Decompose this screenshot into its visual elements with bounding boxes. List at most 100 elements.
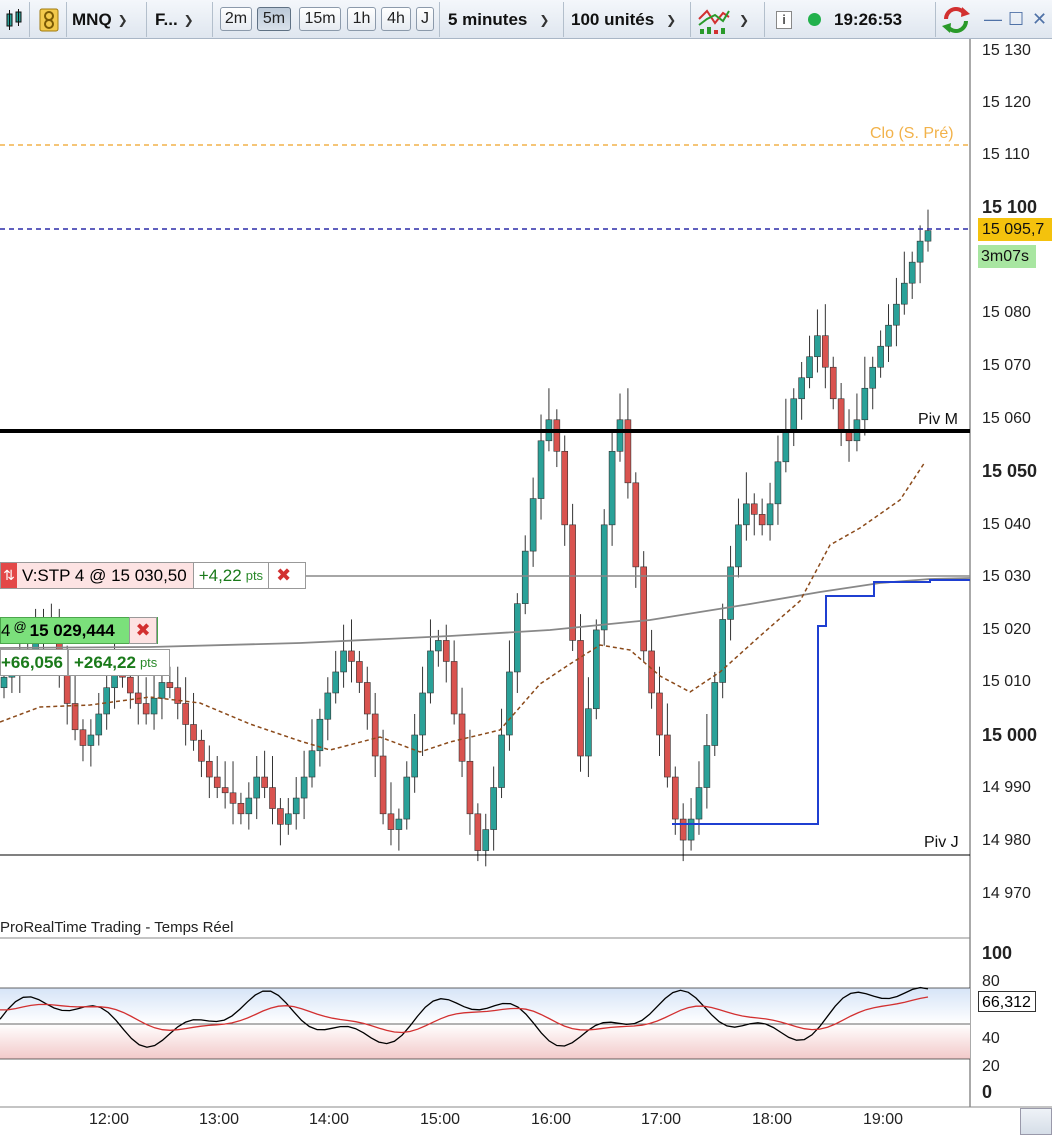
candle-body — [371, 713, 379, 757]
order-drag-handle[interactable]: ⇅ — [1, 563, 17, 588]
trailing-stop-line — [672, 579, 970, 825]
candlestick-icon[interactable] — [0, 0, 28, 39]
price-tick: 14 980 — [982, 832, 1031, 849]
cancel-order-icon[interactable]: ✖ — [276, 565, 292, 585]
clock: 19:26:53 — [834, 9, 903, 29]
close-position-button[interactable]: ✖ — [129, 617, 157, 644]
timeframe-15m[interactable]: 15m — [299, 7, 341, 31]
pnl-points-value: +264,22 — [74, 652, 136, 672]
candle-body — [719, 619, 726, 683]
candle-body — [474, 813, 482, 851]
price-tick: 15 070 — [982, 357, 1031, 374]
moving-average-fast — [0, 461, 926, 753]
candle-body — [514, 603, 521, 673]
info-button[interactable]: i — [776, 0, 792, 39]
indicators-button[interactable]: ❯ — [697, 0, 749, 39]
maximize-icon[interactable]: ☐ — [1008, 9, 1025, 29]
period-label: 5 minutes — [448, 9, 528, 29]
candle-body — [387, 813, 395, 830]
candle-body — [142, 703, 150, 715]
candle-body — [190, 724, 197, 741]
timeframe-2m[interactable]: 2m — [220, 7, 252, 31]
indicator-tick: 40 — [982, 1030, 1000, 1047]
candle-body — [901, 282, 908, 305]
candle-body — [861, 387, 869, 421]
close-position-icon: ✖ — [135, 620, 151, 640]
timeframe-1h[interactable]: 1h — [347, 7, 376, 31]
pnl-money-value: +66,056 — [1, 652, 63, 672]
candle-body — [695, 787, 703, 820]
candle-body — [182, 703, 189, 725]
price-tick: 15 060 — [982, 410, 1031, 427]
candle-body — [285, 813, 292, 825]
units-dropdown[interactable]: 100 unités ❯ — [571, 0, 676, 39]
candle-body — [348, 650, 355, 662]
candle-body — [466, 760, 474, 815]
candle-body — [174, 687, 182, 704]
pts-unit: pts — [139, 655, 158, 670]
candle-body — [829, 366, 837, 400]
candle-body — [403, 776, 411, 820]
scroll-corner-icon[interactable] — [1020, 1108, 1052, 1135]
refresh-button[interactable] — [940, 0, 972, 39]
time-tick: 18:00 — [752, 1111, 793, 1128]
candle-body — [656, 692, 663, 736]
stop-order-tag[interactable]: ⇅ V:STP 4 @ 15 030,50 +4,22 pts ✖ — [0, 562, 306, 589]
toolbar: MNQ ❯ F... ❯ 2m 5m 15m 1h 4h J 5 minutes ❯ … — [0, 0, 1052, 39]
secondary-dropdown[interactable]: F... ❯ — [155, 0, 194, 39]
candle-body — [63, 671, 71, 704]
candle-body — [427, 650, 434, 694]
candle-body — [490, 787, 497, 830]
candle-body — [671, 776, 679, 820]
instrument-dropdown[interactable]: MNQ ❯ — [72, 0, 128, 39]
link-icon[interactable] — [34, 0, 64, 39]
minimize-icon[interactable]: — — [984, 9, 1002, 29]
candle-body — [206, 760, 213, 778]
candle-body — [277, 808, 284, 825]
candle-body — [877, 345, 884, 368]
indicator-overbought-zone — [0, 988, 970, 1024]
timeframe-4h[interactable]: 4h — [381, 7, 411, 31]
candle-body — [664, 734, 671, 778]
timeframe-daily[interactable]: J — [416, 7, 434, 31]
period-dropdown[interactable]: 5 minutes ❯ — [448, 0, 549, 39]
candle-body — [577, 640, 584, 757]
status-dot-icon — [808, 13, 821, 26]
candle-body — [237, 802, 245, 815]
candle-body — [585, 708, 592, 757]
candle-body — [158, 682, 166, 699]
price-tick: 15 120 — [982, 94, 1031, 111]
candle-body — [71, 703, 79, 731]
time-tick: 16:00 — [531, 1111, 572, 1128]
indicator-oversold-zone — [0, 1024, 970, 1059]
candle-body — [261, 776, 268, 788]
candle-body — [292, 797, 300, 815]
position-at: @ — [13, 619, 27, 634]
time-tick: 15:00 — [420, 1111, 461, 1128]
price-tick: 15 010 — [982, 673, 1031, 690]
candle-body — [300, 776, 308, 799]
close-icon[interactable]: ✕ — [1032, 9, 1048, 29]
indicator-line — [0, 986, 929, 1048]
candle-body — [600, 524, 608, 631]
candle-body — [221, 787, 229, 794]
candle-body — [521, 550, 529, 604]
candle-body — [537, 440, 545, 499]
time-tick: 12:00 — [89, 1111, 130, 1128]
price-tick: 15 080 — [982, 304, 1031, 321]
indicator-tick: 20 — [982, 1058, 1000, 1075]
price-tick: 15 050 — [982, 461, 1038, 481]
candle-body — [340, 650, 347, 673]
stop-order-pnl: +4,22 pts — [194, 563, 270, 588]
candle-body — [379, 755, 387, 815]
price-tick: 15 110 — [982, 146, 1030, 163]
candle-body — [356, 661, 363, 683]
timeframe-5m[interactable]: 5m — [257, 7, 291, 31]
chevron-down-icon: ❯ — [117, 12, 128, 27]
time-tick: 13:00 — [199, 1111, 240, 1128]
candle-body — [869, 366, 877, 389]
price-tick: 15 030 — [982, 568, 1031, 585]
pivot-m-label: Piv M — [918, 411, 958, 428]
close-previous-label: Clo (S. Pré) — [870, 125, 954, 142]
